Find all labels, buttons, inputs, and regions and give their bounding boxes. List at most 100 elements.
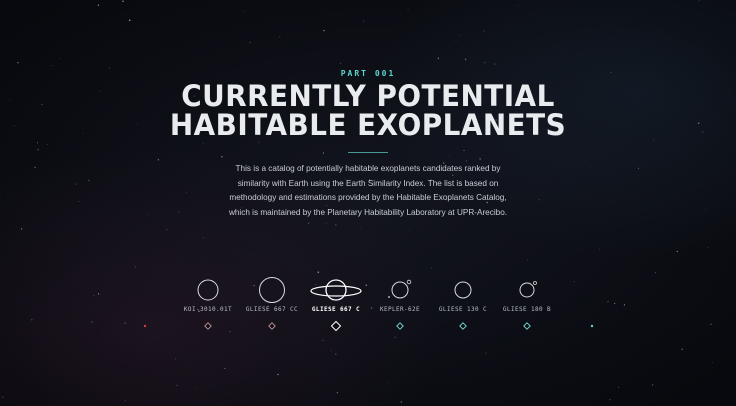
- planet-ring-icon: [310, 285, 362, 297]
- planet-label[interactable]: GLIESE 180 B: [502, 306, 552, 313]
- star: [533, 129, 534, 131]
- star: [388, 382, 390, 384]
- planet-icon[interactable]: [197, 279, 219, 301]
- timeline-marker[interactable]: [330, 320, 342, 332]
- planet-label[interactable]: GLIESE 130 C: [438, 306, 488, 313]
- star: [37, 142, 38, 144]
- planet-icon[interactable]: [259, 277, 285, 303]
- star: [483, 30, 485, 32]
- star: [56, 357, 58, 359]
- star: [2, 396, 4, 398]
- star: [464, 58, 467, 61]
- star: [365, 284, 367, 286]
- star: [412, 119, 414, 121]
- star: [97, 4, 100, 6]
- star: [46, 143, 48, 145]
- star: [702, 131, 704, 133]
- timeline-marker[interactable]: [459, 322, 467, 330]
- title-divider: [348, 152, 388, 153]
- moon-icon: [388, 296, 390, 298]
- star: [712, 362, 714, 364]
- star: [253, 255, 255, 257]
- planet-label[interactable]: KEPLER-62E: [379, 306, 421, 313]
- star: [193, 95, 195, 97]
- planet-item[interactable]: [519, 281, 537, 330]
- star: [610, 71, 612, 73]
- star: [128, 19, 131, 22]
- star: [407, 9, 409, 11]
- star: [124, 322, 126, 324]
- star: [433, 166, 435, 168]
- star: [59, 58, 61, 59]
- planet-icon[interactable]: [519, 282, 535, 298]
- planet-item[interactable]: [388, 279, 412, 330]
- star: [134, 266, 136, 268]
- star: [609, 399, 611, 401]
- star: [581, 55, 583, 56]
- intro-paragraph: This is a catalog of potentially habitab…: [228, 164, 508, 217]
- star: [402, 133, 403, 135]
- star: [98, 293, 100, 295]
- star: [623, 304, 625, 306]
- star: [657, 230, 659, 232]
- page-title: CURRENTLY POTENTIAL HABITABLE EXOPLANETS: [15, 82, 722, 140]
- star: [448, 155, 450, 157]
- star: [336, 391, 339, 394]
- planet-label[interactable]: KOI-3010.01T: [183, 306, 233, 313]
- star: [146, 213, 148, 215]
- star: [371, 307, 373, 309]
- star: [277, 373, 279, 376]
- planet-item[interactable]: [310, 279, 362, 332]
- star: [335, 353, 337, 355]
- section-kicker: PART 001: [340, 69, 396, 78]
- planet-label[interactable]: GLIESE 667 C: [311, 306, 361, 313]
- star: [614, 302, 616, 305]
- star: [637, 167, 639, 169]
- star: [344, 178, 346, 180]
- star: [13, 125, 15, 127]
- star: [31, 318, 33, 321]
- planet-item[interactable]: [454, 281, 472, 330]
- star: [292, 114, 293, 116]
- star: [122, 0, 124, 2]
- star: [78, 200, 80, 203]
- star: [618, 386, 619, 388]
- star: [335, 223, 337, 226]
- star: [221, 156, 223, 158]
- star: [394, 336, 397, 339]
- star: [463, 150, 465, 151]
- timeline-marker[interactable]: [204, 322, 212, 330]
- planet-icon[interactable]: [454, 281, 472, 299]
- star: [495, 119, 497, 121]
- timeline-marker[interactable]: [523, 322, 531, 330]
- planet-item[interactable]: [259, 277, 285, 330]
- star: [356, 101, 358, 103]
- star: [368, 179, 371, 182]
- star: [340, 63, 342, 65]
- page-title-line-1: CURRENTLY POTENTIAL: [181, 79, 555, 113]
- star: [458, 34, 460, 36]
- star: [224, 367, 226, 370]
- star: [258, 141, 260, 143]
- star: [455, 40, 457, 41]
- star: [264, 101, 266, 103]
- star: [307, 222, 310, 225]
- star: [178, 211, 180, 213]
- timeline-start-cap: [143, 324, 147, 328]
- planet-icon[interactable]: [325, 279, 347, 301]
- planet-label[interactable]: GLIESE 667 CC: [245, 306, 299, 313]
- planet-item[interactable]: [197, 279, 219, 330]
- star: [598, 248, 601, 250]
- star: [652, 384, 654, 386]
- planet-icon[interactable]: [391, 281, 409, 299]
- timeline-marker[interactable]: [396, 322, 404, 330]
- star: [431, 267, 433, 269]
- timeline-end-cap: [590, 324, 594, 328]
- timeline-marker[interactable]: [268, 322, 276, 330]
- star: [351, 168, 353, 169]
- star: [409, 229, 410, 231]
- star: [297, 90, 299, 92]
